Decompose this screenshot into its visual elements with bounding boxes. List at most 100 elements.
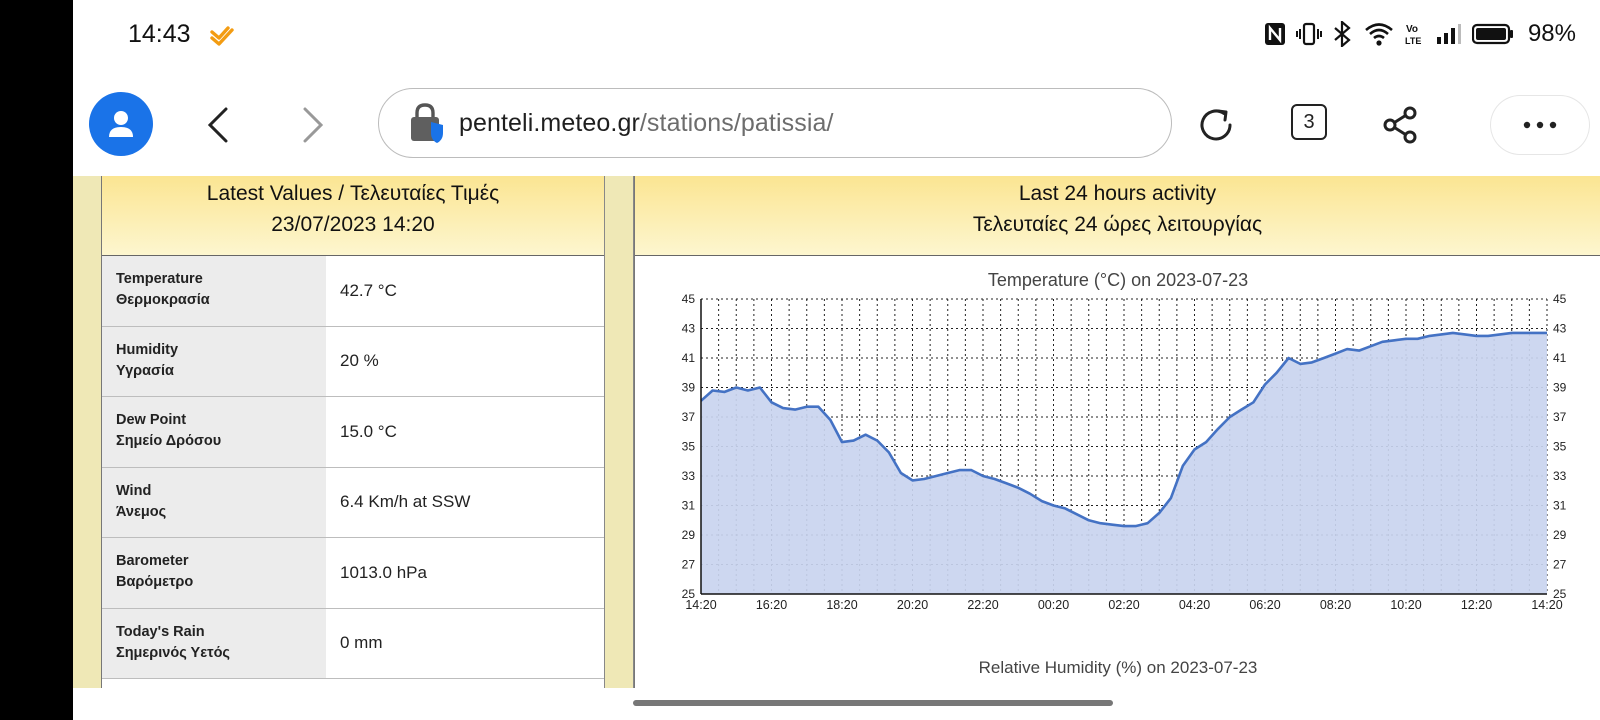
label-greek: Βαρόμετρο bbox=[116, 574, 194, 590]
y-tick-label-right: 37 bbox=[1553, 410, 1567, 424]
url-text: penteli.meteo.gr/stations/patissia/ bbox=[459, 109, 834, 138]
y-tick-label-right: 45 bbox=[1553, 292, 1567, 306]
web-page: Latest Values / Τελευταίες Τιμές 23/07/2… bbox=[73, 176, 1600, 688]
page-margin bbox=[73, 176, 101, 688]
vibrate-icon bbox=[1295, 22, 1322, 46]
forward-button[interactable] bbox=[288, 100, 338, 150]
status-bar: 14:43 Vo LTE 98% bbox=[73, 0, 1600, 72]
y-tick-label: 41 bbox=[682, 351, 696, 365]
y-tick-label: 37 bbox=[682, 410, 696, 424]
home-gesture-bar[interactable] bbox=[633, 700, 1113, 706]
signal-icon bbox=[1436, 23, 1462, 45]
row-label: Temperature Θερμοκρασία bbox=[102, 256, 326, 326]
activity-panel: Last 24 hours activity Τελευταίες 24 ώρε… bbox=[634, 176, 1600, 688]
table-row: Barometer Βαρόμετρο 1013.0 hPa bbox=[102, 538, 604, 609]
svg-text:LTE: LTE bbox=[1405, 36, 1421, 46]
battery-icon bbox=[1471, 23, 1514, 45]
activity-title-greek: Τελευταίες 24 ώρες λειτουργίας bbox=[972, 213, 1263, 236]
table-row: Temperature Θερμοκρασία 42.7 °C bbox=[102, 256, 604, 327]
row-label: Humidity Υγρασία bbox=[102, 326, 326, 396]
x-tick-label: 14:20 bbox=[1531, 598, 1562, 612]
x-tick-label: 18:20 bbox=[826, 598, 857, 612]
y-tick-label-right: 29 bbox=[1553, 528, 1567, 542]
secure-lock-icon bbox=[411, 103, 443, 143]
row-value: 20 % bbox=[340, 351, 379, 371]
more-dots-icon bbox=[1523, 121, 1557, 129]
phone-screen: 14:43 Vo LTE 98% bbox=[73, 0, 1600, 720]
more-menu-button[interactable] bbox=[1491, 96, 1589, 154]
row-label: Today's Rain Σημερινός Υετός bbox=[102, 608, 326, 678]
url-host: penteli.meteo.gr bbox=[459, 108, 640, 137]
tab-switcher-button[interactable]: 3 bbox=[1291, 104, 1327, 140]
x-tick-label: 16:20 bbox=[756, 598, 787, 612]
x-tick-label: 22:20 bbox=[967, 598, 998, 612]
x-tick-label: 08:20 bbox=[1320, 598, 1351, 612]
x-tick-label: 02:20 bbox=[1108, 598, 1139, 612]
y-tick-label: 31 bbox=[682, 499, 696, 513]
row-value: 1013.0 hPa bbox=[340, 562, 427, 582]
row-label: Wind Άνεμος bbox=[102, 467, 326, 537]
browser-toolbar: penteli.meteo.gr/stations/patissia/ 3 bbox=[73, 78, 1600, 174]
y-tick-label: 45 bbox=[682, 292, 696, 306]
row-value: 0 mm bbox=[340, 633, 383, 653]
latest-values-title: Latest Values / Τελευταίες Τιμές bbox=[206, 182, 500, 205]
person-icon bbox=[109, 111, 133, 137]
activity-header: Last 24 hours activity Τελευταίες 24 ώρε… bbox=[635, 176, 1600, 256]
url-path: /stations/patissia/ bbox=[639, 108, 834, 137]
latest-values-datetime: 23/07/2023 14:20 bbox=[271, 213, 435, 236]
reload-icon bbox=[1200, 109, 1232, 141]
temperature-line bbox=[700, 331, 1547, 528]
table-row: Today's Rain Σημερινός Υετός 0 mm bbox=[102, 608, 604, 679]
x-tick-label: 12:20 bbox=[1461, 598, 1492, 612]
battery-percentage: 98% bbox=[1527, 20, 1576, 47]
chevron-right-icon bbox=[303, 107, 324, 143]
y-tick-label: 39 bbox=[682, 381, 696, 395]
label-english: Temperature bbox=[116, 271, 203, 287]
panel-divider bbox=[604, 176, 634, 688]
row-value: 6.4 Km/h at SSW bbox=[340, 492, 471, 512]
y-tick-label-right: 43 bbox=[1553, 322, 1567, 336]
row-label: Barometer Βαρόμετρο bbox=[102, 538, 326, 608]
chart-title: Temperature (°C) on 2023-07-23 bbox=[988, 270, 1248, 290]
y-tick-label-right: 27 bbox=[1553, 558, 1567, 572]
label-greek: Σημερινός Υετός bbox=[116, 644, 230, 661]
row-value: 15.0 °C bbox=[340, 421, 397, 441]
address-bar[interactable]: penteli.meteo.gr/stations/patissia/ bbox=[378, 88, 1172, 158]
back-button[interactable] bbox=[193, 100, 243, 150]
x-tick-label: 20:20 bbox=[897, 598, 928, 612]
reload-button[interactable] bbox=[1191, 100, 1241, 150]
temperature-chart: Temperature (°C) on 2023-07-23 25 25 27 27 29… bbox=[682, 270, 1567, 612]
x-tick-label: 00:20 bbox=[1038, 598, 1069, 612]
latest-values-panel: Latest Values / Τελευταίες Τιμές 23/07/2… bbox=[101, 176, 605, 688]
table-row: Wind Άνεμος 6.4 Km/h at SSW bbox=[102, 467, 604, 538]
x-tick-label: 06:20 bbox=[1249, 598, 1280, 612]
notification-icon bbox=[210, 24, 234, 51]
temperature-area bbox=[701, 332, 1547, 594]
row-label: Dew Point Σημείο Δρόσου bbox=[102, 397, 326, 467]
y-tick-label: 25 bbox=[682, 587, 696, 601]
label-greek: Σημείο Δρόσου bbox=[116, 433, 222, 449]
activity-title: Last 24 hours activity bbox=[1018, 182, 1217, 205]
y-tick-label: 33 bbox=[682, 469, 696, 483]
share-button[interactable] bbox=[1376, 100, 1426, 150]
nfc-icon bbox=[1264, 22, 1286, 46]
x-tick-label: 10:20 bbox=[1390, 598, 1421, 612]
label-english: Dew Point bbox=[116, 412, 187, 428]
y-tick-label: 29 bbox=[682, 528, 696, 542]
label-greek: Υγρασία bbox=[116, 362, 174, 379]
label-english: Today's Rain bbox=[116, 623, 205, 640]
x-tick-label: 04:20 bbox=[1179, 598, 1210, 612]
label-english: Barometer bbox=[116, 553, 189, 569]
y-tick-label: 35 bbox=[682, 440, 696, 454]
table-row: Humidity Υγρασία 20 % bbox=[102, 326, 604, 397]
bluetooth-icon bbox=[1332, 21, 1354, 47]
label-english: Wind bbox=[116, 482, 152, 499]
profile-avatar[interactable] bbox=[89, 92, 153, 156]
latest-values-table: Temperature Θερμοκρασία 42.7 °C Humidity Υ… bbox=[102, 256, 604, 679]
label-greek: Θερμοκρασία bbox=[116, 292, 210, 308]
latest-values-header: Latest Values / Τελευταίες Τιμές 23/07/2… bbox=[102, 176, 604, 256]
volte-icon: Vo LTE bbox=[1404, 21, 1426, 47]
label-greek: Άνεμος bbox=[116, 503, 167, 520]
row-value: 42.7 °C bbox=[340, 280, 397, 300]
table-row: Dew Point Σημείο Δρόσου 15.0 °C bbox=[102, 397, 604, 468]
